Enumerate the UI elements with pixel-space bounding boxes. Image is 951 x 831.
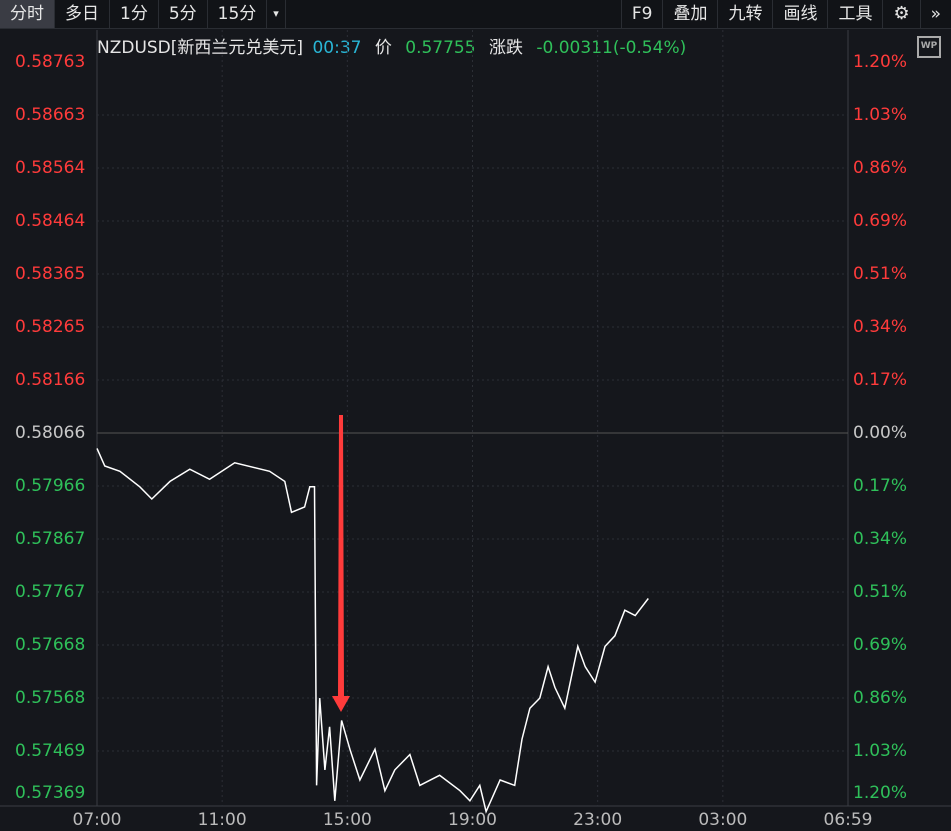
price-value: 0.57755 — [405, 38, 476, 58]
y-tick-left: 0.57966 — [15, 476, 86, 496]
nine-turn-button[interactable]: 九转 — [718, 0, 774, 28]
y-tick-left: 0.58066 — [15, 423, 86, 443]
tab-1min[interactable]: 1分 — [110, 0, 159, 28]
y-tick-right: 0.34% — [853, 317, 908, 337]
more-periods-dropdown-icon[interactable]: ▾ — [267, 0, 286, 28]
price-line — [96, 448, 649, 814]
y-tick-right: 0.34% — [853, 529, 908, 549]
change-value: -0.00311(-0.54%) — [536, 38, 687, 58]
x-tick: 07:00 — [72, 810, 122, 830]
quote-time: 00:37 — [312, 38, 362, 58]
toolbar: 分时 多日 1分 5分 15分 ▾ F9 叠加 九转 画线 工具 ⚙ » — [0, 0, 951, 29]
y-tick-left: 0.58464 — [15, 211, 86, 231]
y-tick-right: 0.86% — [853, 688, 908, 708]
tab-5min[interactable]: 5分 — [159, 0, 208, 28]
gear-icon[interactable]: ⚙ — [883, 0, 921, 28]
y-tick-left: 0.57568 — [15, 688, 86, 708]
y-tick-left: 0.57469 — [15, 741, 86, 761]
f9-button[interactable]: F9 — [620, 0, 664, 28]
y-tick-left: 0.57668 — [15, 635, 86, 655]
y-tick-right: 1.20% — [853, 783, 908, 803]
double-chevron-right-icon[interactable]: » — [930, 4, 941, 24]
y-tick-right: 1.03% — [853, 105, 908, 125]
y-tick-right: 1.03% — [853, 741, 908, 761]
y-tick-right: 0.17% — [853, 476, 908, 496]
y-tick-right: 0.69% — [853, 211, 908, 231]
y-tick-right: 0.51% — [853, 582, 908, 602]
y-tick-right: 0.17% — [853, 370, 908, 390]
y-tick-right: 1.20% — [853, 52, 908, 72]
y-tick-left: 0.58564 — [15, 158, 86, 178]
x-tick: 11:00 — [197, 810, 247, 830]
tab-15min[interactable]: 15分 — [208, 0, 268, 28]
y-tick-right: 0.00% — [853, 423, 908, 443]
y-tick-left: 0.58663 — [15, 105, 86, 125]
quote-header: NZDUSD[新西兰元兑美元] 00:37 价 0.57755 涨跌 -0.00… — [97, 33, 694, 58]
y-tick-right: 0.51% — [853, 264, 908, 284]
draw-line-button[interactable]: 画线 — [773, 0, 829, 28]
tab-multi-day[interactable]: 多日 — [55, 0, 110, 28]
y-tick-left: 0.58763 — [15, 52, 86, 72]
x-tick: 23:00 — [573, 810, 623, 830]
change-label: 涨跌 — [488, 38, 523, 58]
x-tick: 19:00 — [448, 810, 497, 830]
y-tick-left: 0.58166 — [15, 370, 86, 390]
tools-button[interactable]: 工具 — [828, 0, 884, 28]
tab-intraday[interactable]: 分时 — [0, 0, 55, 28]
y-tick-left: 0.57369 — [15, 783, 86, 803]
symbol-name: NZDUSD[新西兰元兑美元] — [97, 38, 304, 58]
x-tick: 15:00 — [322, 810, 372, 830]
red-down-arrow-icon — [332, 415, 350, 712]
y-tick-left: 0.58265 — [15, 317, 86, 337]
y-tick-left: 0.57867 — [15, 529, 86, 549]
y-tick-left: 0.57767 — [15, 582, 86, 602]
y-tick-right: 0.69% — [853, 635, 908, 655]
overlay-button[interactable]: 叠加 — [663, 0, 719, 28]
x-tick: 06:59 — [823, 810, 873, 830]
price-label: 价 — [374, 38, 392, 58]
x-tick: 03:00 — [698, 810, 748, 830]
y-tick-left: 0.58365 — [15, 264, 86, 284]
wp-badge-icon[interactable]: WP — [917, 36, 941, 58]
y-tick-right: 0.86% — [853, 158, 908, 178]
